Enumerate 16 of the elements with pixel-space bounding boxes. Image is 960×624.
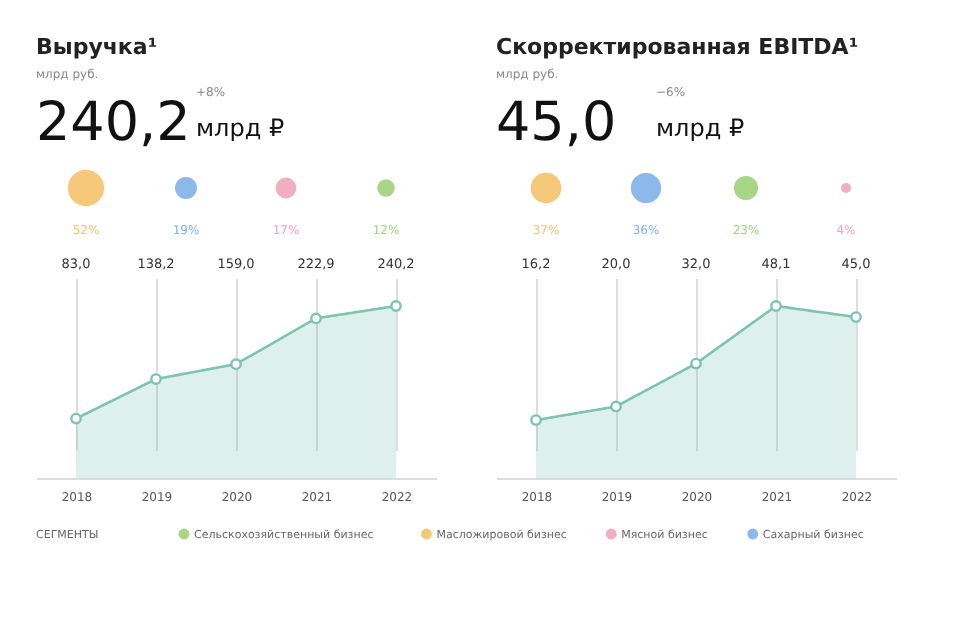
point: [690, 357, 702, 370]
text: 45,0: [496, 92, 617, 154]
point: [610, 400, 622, 413]
text: 240,2: [36, 92, 191, 154]
point: [770, 300, 782, 312]
point: [310, 312, 322, 325]
text: млрд ₽: [656, 114, 745, 142]
text: млрд ₽: [196, 114, 285, 142]
point: [150, 373, 162, 385]
point: [530, 414, 542, 426]
point: [230, 358, 242, 371]
text: Выручка¹: [36, 34, 158, 60]
point: [70, 412, 82, 425]
text: Скорректированная EBITDA¹: [496, 34, 859, 60]
point: [390, 300, 402, 312]
point: [850, 311, 862, 323]
